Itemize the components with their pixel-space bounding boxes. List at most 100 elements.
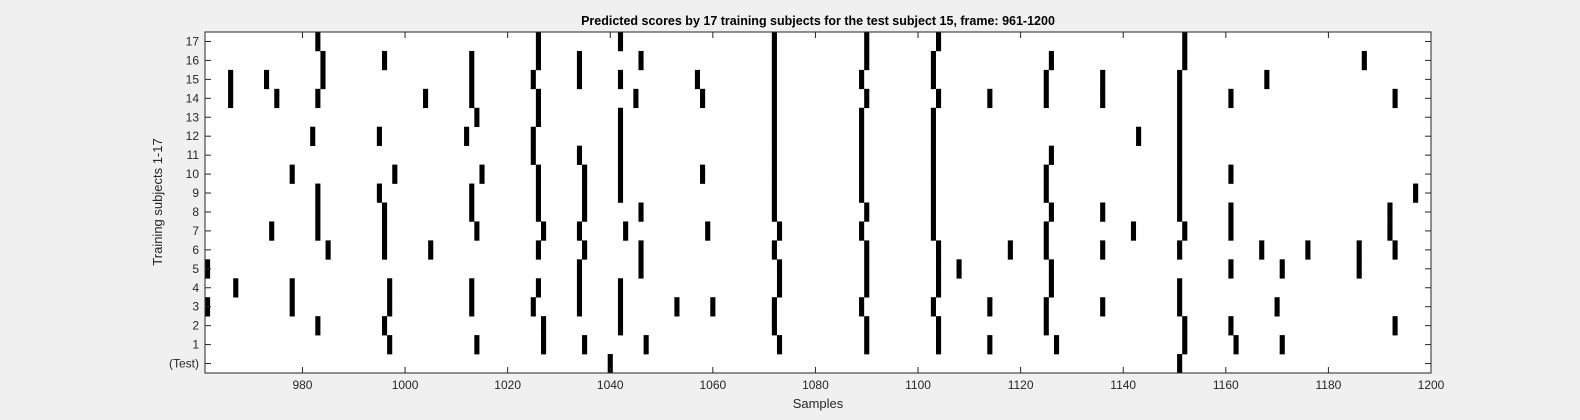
mark-cell [535,202,541,222]
mark-cell [694,69,701,90]
mark-cell [541,335,547,355]
mark-cell [464,126,470,146]
mark-cell [320,69,326,90]
mark-cell [1177,297,1183,317]
mark-cell [541,221,547,241]
plot-area [205,32,1431,373]
mark-cell [289,278,295,298]
mark-cell [387,278,393,298]
mark-cell [582,240,588,260]
x-tick-label: 1080 [802,378,829,392]
mark-cell [325,240,331,260]
y-tick-label: 15 [186,72,200,86]
mark-cell [1177,183,1183,203]
mark-cell [935,278,942,298]
x-tick-label: 1100 [905,378,931,392]
mark-cell [1048,202,1054,222]
mark-cell [1228,88,1234,109]
mark-cell [617,107,624,128]
mark-cell [859,164,865,184]
mark-cell [1043,316,1049,336]
mark-cell [1392,88,1398,109]
mark-cell [535,32,541,52]
mark-cell [469,297,475,317]
mark-cell [864,259,870,279]
mark-cell [264,69,270,90]
mark-cell [1177,240,1183,260]
mark-cell [859,221,865,241]
mark-cell [1100,202,1106,222]
mark-cell [700,88,706,109]
chart-title: Predicted scores by 17 training subjects… [581,14,1055,28]
mark-cell [864,202,870,222]
mark-cell [1100,297,1106,317]
mark-cell [474,107,480,128]
mark-cell [315,32,321,52]
mark-cell [771,32,777,52]
mark-cell [864,316,870,336]
mark-cell [289,297,295,317]
mark-cell [1182,50,1188,71]
y-tick-label: 8 [192,205,199,219]
mark-cell [582,202,588,222]
mark-cell [935,240,942,260]
mark-cell [274,88,280,109]
y-tick-label: 16 [186,53,200,67]
mark-cell [576,50,583,71]
mark-cell [864,50,870,71]
mark-cell [1177,354,1183,374]
mark-cell [935,88,942,109]
mark-cell [1182,32,1188,52]
x-tick-label: 1160 [1213,378,1239,392]
mark-cell [1043,240,1049,260]
x-tick-label: 1000 [392,378,419,392]
mark-cell [576,145,583,165]
mark-cell [1228,259,1234,279]
mark-cell [771,50,777,71]
mark-cell [859,297,865,317]
mark-cell [700,164,706,184]
mark-cell [859,107,865,128]
mark-cell [269,221,275,241]
plot-frame [204,31,1432,374]
mark-cell [1361,50,1367,71]
y-tick-label: 7 [192,224,199,238]
mark-cell [638,202,644,222]
mark-cell [1100,240,1106,260]
mark-cell [607,354,613,374]
x-tick-label: 1200 [1418,378,1445,392]
mark-cell [859,69,865,90]
mark-cell [1177,278,1183,298]
mark-layer [205,32,1419,374]
mark-cell [776,221,783,241]
y-axis-label: Training subjects 1-17 [150,138,165,265]
mark-cell [1279,259,1285,279]
mark-cell [771,183,777,203]
mark-cell [617,183,624,203]
mark-cell [1228,316,1234,336]
x-axis: 980 1000 1020 1040 1060 1080 1100 1120 1140 1160 1… [292,32,1445,392]
mark-cell [930,164,936,184]
mark-cell [474,335,480,355]
mark-cell [535,88,541,109]
mark-cell [1387,202,1393,222]
mark-cell [638,259,644,279]
mark-cell [1100,69,1106,90]
mark-cell [771,316,777,336]
mark-cell [1387,221,1393,241]
mark-cell [541,316,547,336]
mark-cell [474,221,480,241]
mark-cell [535,183,541,203]
mark-cell [469,183,475,203]
mark-cell [469,69,475,90]
mark-cell [864,32,870,52]
mark-cell [617,69,624,90]
mark-cell [674,297,680,317]
mark-cell [1136,126,1142,146]
mark-cell [582,183,588,203]
mark-cell [633,88,639,109]
mark-cell [535,107,541,128]
mark-cell [1392,316,1398,336]
y-tick-label: 12 [186,129,200,143]
